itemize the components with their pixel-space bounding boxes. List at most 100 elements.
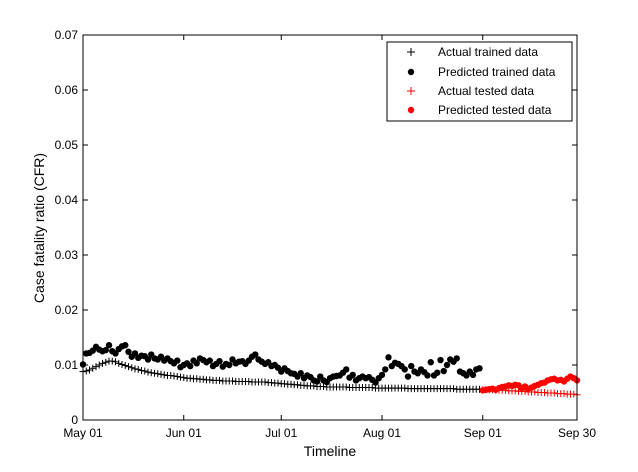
data-point xyxy=(144,368,152,376)
data-point xyxy=(385,354,392,361)
legend-label-predicted-trained: Predicted trained data xyxy=(438,65,556,79)
data-point xyxy=(401,384,409,392)
series-predicted-tested-data xyxy=(479,373,581,394)
y-tick-label: 0.03 xyxy=(55,248,79,262)
data-point xyxy=(112,358,119,366)
data-point xyxy=(125,363,132,371)
data-point xyxy=(440,367,447,375)
data-point xyxy=(434,369,441,376)
legend-box xyxy=(386,41,573,122)
data-point xyxy=(180,374,188,382)
data-point xyxy=(476,365,483,372)
data-point xyxy=(160,371,168,379)
data-point xyxy=(281,380,288,388)
data-point xyxy=(320,382,327,390)
data-point xyxy=(511,387,519,395)
legend-marker-actual-tested xyxy=(407,87,415,95)
data-point xyxy=(141,367,149,375)
data-point xyxy=(134,365,142,373)
legend-marker-predicted-tested xyxy=(407,106,415,114)
data-point xyxy=(82,367,90,375)
data-point xyxy=(89,364,97,372)
y-tick-label: 0.01 xyxy=(55,358,79,372)
data-point xyxy=(216,376,223,384)
y-tick-label: 0.07 xyxy=(55,28,79,42)
legend-marker-actual-trained xyxy=(407,48,415,56)
data-point xyxy=(274,379,282,387)
data-point xyxy=(443,361,451,369)
data-point xyxy=(560,390,568,398)
data-point xyxy=(382,366,389,373)
data-point xyxy=(86,366,93,374)
data-point xyxy=(368,384,376,392)
data-point xyxy=(261,378,269,386)
data-point xyxy=(404,373,412,380)
data-point xyxy=(193,375,201,383)
data-point xyxy=(343,366,350,373)
data-point xyxy=(294,381,301,389)
data-point xyxy=(437,356,444,364)
data-point xyxy=(408,362,415,370)
data-point xyxy=(102,358,110,366)
data-point xyxy=(92,363,100,371)
data-point xyxy=(121,362,129,370)
data-point xyxy=(342,383,350,391)
data-point xyxy=(349,371,356,379)
y-tick-label: 0 xyxy=(71,413,78,427)
data-point xyxy=(245,378,253,385)
data-point xyxy=(122,342,129,349)
data-point xyxy=(401,366,408,373)
x-tick-label: Aug 01 xyxy=(363,426,401,440)
data-point xyxy=(170,372,178,380)
data-point xyxy=(300,381,308,389)
data-point xyxy=(95,361,103,369)
data-point xyxy=(378,371,386,379)
x-tick-label: Jul 01 xyxy=(265,426,297,440)
legend-label-actual-tested: Actual tested data xyxy=(438,84,534,98)
data-point xyxy=(216,357,223,365)
x-tick-label: Sep 01 xyxy=(464,426,502,440)
legend: Actual trained data Predicted trained da… xyxy=(386,41,573,122)
data-point xyxy=(173,373,181,381)
data-point xyxy=(187,362,194,370)
x-axis: May 01 Jun 01 Jul 01 Aug 01 Sep 01 Sep 30 xyxy=(63,35,596,440)
legend-label-predicted-tested: Predicted tested data xyxy=(438,103,552,117)
data-point xyxy=(102,346,109,354)
x-tick-label: May 01 xyxy=(63,426,103,440)
data-point xyxy=(424,372,431,379)
data-point xyxy=(131,365,139,373)
y-axis-title: Case fatality ratio (CFR) xyxy=(31,153,47,303)
data-point xyxy=(226,361,233,369)
data-point xyxy=(297,370,304,377)
data-point xyxy=(199,375,207,383)
data-point xyxy=(105,342,113,349)
series-actual-trained-data xyxy=(79,357,483,393)
data-point xyxy=(125,348,132,355)
data-point xyxy=(427,359,434,366)
data-point xyxy=(108,357,116,365)
data-point xyxy=(157,370,165,378)
y-tick-label: 0.05 xyxy=(55,138,79,152)
data-point xyxy=(131,350,139,357)
data-point xyxy=(313,378,321,385)
data-point xyxy=(151,369,158,377)
legend-marker-predicted-trained xyxy=(407,68,415,76)
data-point xyxy=(118,360,126,368)
data-point xyxy=(550,389,558,397)
data-point xyxy=(541,389,548,396)
y-tick-label: 0.06 xyxy=(55,83,79,97)
data-point xyxy=(372,379,379,386)
data-point xyxy=(193,360,200,367)
y-tick-label: 0.02 xyxy=(55,303,79,317)
y-axis: 0 0.01 0.02 0.03 0.04 0.05 0.06 0.07 xyxy=(55,28,577,427)
data-point xyxy=(186,374,194,382)
data-point xyxy=(206,376,214,384)
data-point xyxy=(453,355,460,362)
x-tick-label: Sep 30 xyxy=(558,426,596,440)
plot-frame xyxy=(82,34,578,421)
data-point xyxy=(450,385,457,393)
data-point xyxy=(229,377,236,385)
legend-label-actual-trained: Actual trained data xyxy=(438,45,538,59)
data-point xyxy=(112,350,119,357)
